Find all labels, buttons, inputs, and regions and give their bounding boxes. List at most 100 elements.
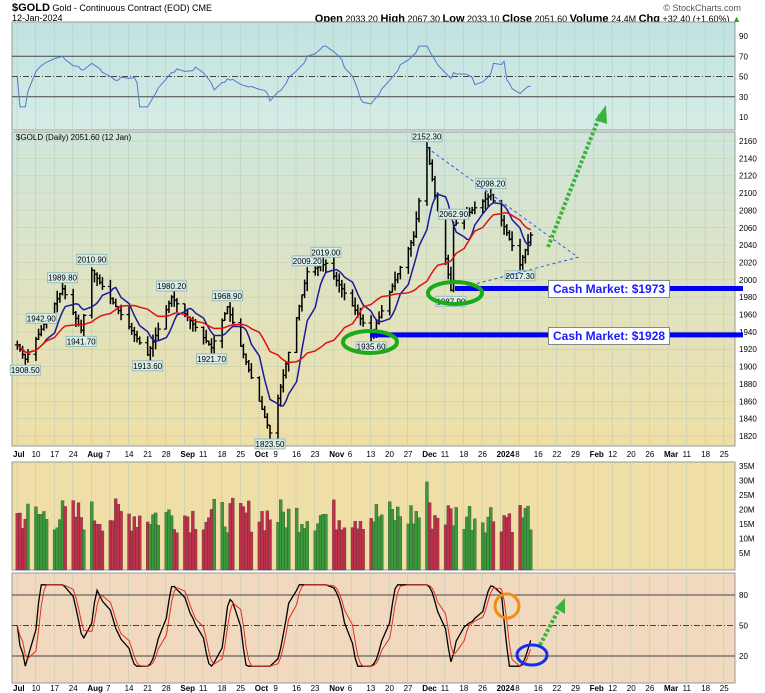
x-tick-label: 29 xyxy=(571,450,580,459)
price-label: 1823.50 xyxy=(256,440,285,449)
x-tick-label: 13 xyxy=(366,450,375,459)
x-tick-label: 2024 xyxy=(497,684,515,693)
price-tick-label: 1940 xyxy=(739,328,757,337)
x-tick-label: 7 xyxy=(106,450,111,459)
volume-bar xyxy=(138,515,142,571)
price-label-box xyxy=(9,364,41,376)
x-tick-label: Feb xyxy=(590,450,604,459)
chart-date: 12-Jan-2024 xyxy=(12,13,63,23)
panel-0 xyxy=(11,21,736,131)
x-tick-label: 6 xyxy=(348,450,353,459)
x-tick-label: 28 xyxy=(162,684,171,693)
price-label-box xyxy=(438,208,470,220)
stoch-top-circle xyxy=(493,592,521,620)
arrow-head-icon xyxy=(595,105,607,124)
price-label-box xyxy=(156,280,188,292)
x-tick-label: 23 xyxy=(311,450,320,459)
x-tick-label: 11 xyxy=(683,684,692,693)
volume-bar xyxy=(435,517,440,571)
x-tick-label: 24 xyxy=(69,684,78,693)
x-tick-label: Jul xyxy=(13,684,25,693)
price-label-box xyxy=(310,246,342,258)
volume-tick-label: 10M xyxy=(739,535,755,544)
x-tick-label: 11 xyxy=(441,684,450,693)
x-tick-label: 12 xyxy=(608,684,617,693)
volume-bar xyxy=(249,531,254,571)
x-tick-label: 18 xyxy=(218,684,227,693)
price-label: 1921.70 xyxy=(197,355,226,364)
x-tick-label: Jul xyxy=(13,450,25,459)
volume-bar xyxy=(231,497,235,571)
price-label: 1968.90 xyxy=(213,292,242,301)
price-tick-label: 1860 xyxy=(739,397,757,406)
x-tick-label: 27 xyxy=(404,684,413,693)
x-tick-label: 22 xyxy=(552,684,561,693)
x-tick-label: 14 xyxy=(125,684,134,693)
rsi-tick-label: 10 xyxy=(739,113,748,122)
price-label: 2098.20 xyxy=(476,180,505,189)
rsi-tick-label: 90 xyxy=(739,32,748,41)
x-tick-label: 16 xyxy=(292,684,301,693)
x-tick-label: 27 xyxy=(404,450,413,459)
volume-bar xyxy=(473,518,477,571)
volume-bar xyxy=(193,529,198,571)
stoch-tick-label: 50 xyxy=(739,622,748,631)
x-tick-label: 24 xyxy=(69,450,78,459)
price-label-box xyxy=(411,131,443,143)
ma-slow-line xyxy=(16,212,531,364)
price-tick-label: 1840 xyxy=(739,415,757,424)
stoch-d-line xyxy=(16,584,532,667)
x-tick-label: 29 xyxy=(571,684,580,693)
price-label: 1989.80 xyxy=(48,274,77,283)
price-label: 2009.20 xyxy=(293,257,322,266)
x-tick-label: 23 xyxy=(311,684,320,693)
chart-title: $GOLD Gold - Continuous Contract (EOD) C… xyxy=(12,2,212,14)
x-tick-label: 16 xyxy=(292,450,301,459)
x-tick-label: 11 xyxy=(683,450,692,459)
price-label-box xyxy=(47,272,79,284)
stoch-bottom-circle xyxy=(515,643,549,667)
x-tick-label: 14 xyxy=(125,450,134,459)
price-tick-label: 2100 xyxy=(739,189,757,198)
x-tick-label: 17 xyxy=(50,450,59,459)
price-label: 1908.50 xyxy=(11,366,40,375)
volume-bar xyxy=(305,521,309,571)
x-tick-label: 9 xyxy=(273,684,278,693)
x-tick-label: Mar xyxy=(664,450,678,459)
price-label: 1935.60 xyxy=(357,343,386,352)
x-tick-label: Oct xyxy=(255,684,269,693)
price-label-box xyxy=(254,438,286,450)
x-tick-label: Aug xyxy=(87,684,103,693)
x-tick-label: 25 xyxy=(720,450,729,459)
x-tick-label: 20 xyxy=(385,450,394,459)
projection-arrow xyxy=(546,114,602,248)
x-tick-label: Nov xyxy=(329,684,345,693)
price-label-box xyxy=(65,335,97,347)
x-tick-label: Dec xyxy=(422,450,437,459)
volume-tick-label: 15M xyxy=(739,520,755,529)
price-tick-label: 1960 xyxy=(739,311,757,320)
x-tick-label: 10 xyxy=(32,450,41,459)
volume-bar xyxy=(175,532,179,571)
price-label: 1980.20 xyxy=(157,282,186,291)
x-tick-label: Sep xyxy=(180,450,195,459)
volume-tick-label: 25M xyxy=(739,491,755,500)
price-label-box xyxy=(196,353,227,365)
volume-bar xyxy=(286,508,291,571)
x-tick-label: 10 xyxy=(32,684,41,693)
volume-bar xyxy=(156,525,160,571)
price-legend: $GOLD (Daily) 2051.60 (12 Jan) xyxy=(16,133,132,142)
x-tick-label: Feb xyxy=(590,684,604,693)
x-tick-label: 25 xyxy=(720,684,729,693)
price-label: 1913.60 xyxy=(133,362,162,371)
price-label: 2010.90 xyxy=(77,255,106,264)
price-tick-label: 1980 xyxy=(739,293,757,302)
volume-bar xyxy=(26,503,30,571)
price-label-box xyxy=(132,360,164,372)
volume-tick-label: 5M xyxy=(739,549,750,558)
rsi-tick-label: 30 xyxy=(739,93,748,102)
x-tick-label: 8 xyxy=(515,450,520,459)
cash-market-label-1973: Cash Market: $1973 xyxy=(548,280,671,298)
x-tick-label: 20 xyxy=(627,684,636,693)
